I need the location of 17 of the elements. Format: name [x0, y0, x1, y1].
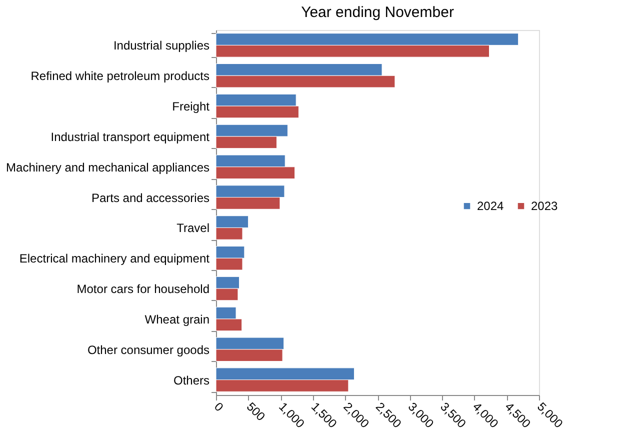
y-tick-label: Motor cars for household — [76, 282, 210, 296]
x-tick-label: 500 — [244, 400, 268, 424]
y-tick-label: Electrical machinery and equipment — [19, 252, 210, 266]
legend-label: 2023 — [531, 199, 558, 214]
y-tick-label: Travel — [176, 221, 210, 236]
y-tick-label: Wheat grain — [144, 312, 210, 326]
legend-label: 2024 — [477, 199, 504, 214]
y-tick-label: Refined white petroleum products — [30, 69, 210, 84]
y-tick-label: Machinery and mechanical appliances — [6, 160, 210, 174]
y-tick-label: Freight — [172, 100, 210, 114]
y-tick-label: Parts and accessories — [91, 190, 210, 205]
x-tick-label: 0 — [212, 400, 226, 414]
y-tick-label: Industrial supplies — [113, 38, 210, 53]
chart-title: Year ending November — [301, 4, 454, 21]
y-tick-label: Industrial transport equipment — [50, 130, 210, 144]
y-tick-label: Others — [173, 373, 210, 388]
y-tick-label: Other consumer goods — [87, 342, 210, 357]
